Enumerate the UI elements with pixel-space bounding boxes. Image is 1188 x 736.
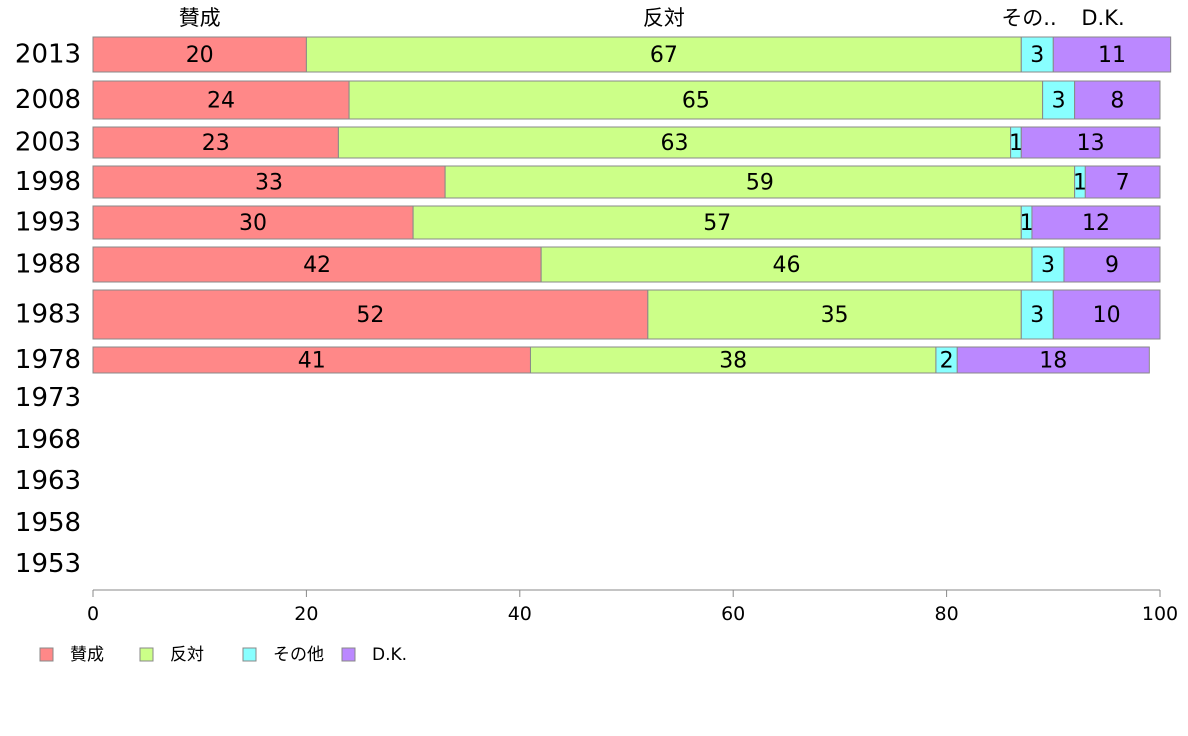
- x-tick-label: 80: [935, 603, 959, 625]
- data-label: 59: [746, 171, 774, 196]
- data-label: 3: [1041, 253, 1055, 278]
- year-label: 1988: [15, 250, 81, 280]
- bar-segment: [1063, 246, 1161, 283]
- bar-segment: [1074, 80, 1161, 120]
- x-tick-label: 20: [294, 603, 318, 625]
- year-label: 2008: [15, 85, 81, 115]
- data-label: 2: [940, 349, 954, 374]
- year-label: 1973: [15, 383, 81, 413]
- data-label: 42: [303, 253, 331, 278]
- y-axis-labels: 2013 2008 2003 1998 1993 1988 1983 1978 1973 1968…: [15, 40, 81, 580]
- data-label: 38: [719, 349, 747, 374]
- data-label: 63: [661, 131, 689, 156]
- top-series-label: D.K.: [1081, 6, 1124, 30]
- data-label: 20: [186, 43, 214, 68]
- year-label: 1963: [15, 466, 81, 496]
- data-label: 7: [1116, 171, 1130, 196]
- bar-segment: [1020, 289, 1054, 340]
- legend-label: その他: [273, 645, 324, 665]
- data-label: 12: [1082, 211, 1110, 236]
- data-label: 3: [1030, 43, 1044, 68]
- year-label: 1993: [15, 208, 81, 238]
- bar-segment: [1031, 246, 1065, 283]
- data-label: 3: [1030, 303, 1044, 328]
- bar-segment: [92, 165, 446, 199]
- bar-segment: [92, 346, 531, 374]
- bar-segment: [92, 205, 414, 240]
- year-label: 1968: [15, 425, 81, 455]
- legend-swatch: [139, 647, 154, 662]
- year-label: 1998: [15, 167, 81, 197]
- data-label: 65: [682, 89, 710, 114]
- top-series-label: その..: [1001, 6, 1056, 30]
- year-label: 1983: [15, 300, 81, 330]
- data-label: 33: [255, 171, 283, 196]
- legend-label: 反対: [170, 645, 204, 665]
- data-label: 1: [1020, 211, 1034, 236]
- data-label: 35: [821, 303, 849, 328]
- legend-swatch: [242, 647, 257, 662]
- bar-segment: [92, 36, 307, 73]
- year-label: 1978: [15, 345, 81, 375]
- bar-segment: [92, 289, 649, 340]
- top-series-label: 賛成: [179, 6, 221, 30]
- top-series-labels: 賛成 反対 その.. D.K.: [179, 6, 1125, 30]
- x-axis: 0 20 40 60 80 100: [87, 589, 1178, 625]
- data-label: 57: [703, 211, 731, 236]
- bar-segment: [92, 126, 339, 159]
- data-label: 13: [1077, 131, 1105, 156]
- bar-segment: [92, 246, 542, 283]
- data-label: 11: [1098, 43, 1126, 68]
- bar-segment: [540, 246, 1033, 283]
- data-label: 24: [207, 89, 235, 114]
- bar-segment: [337, 126, 1012, 159]
- data-label: 8: [1110, 89, 1124, 114]
- bar-segment: [1020, 126, 1161, 159]
- data-label: 41: [298, 349, 326, 374]
- data-label: 52: [356, 303, 384, 328]
- data-label: 67: [650, 43, 678, 68]
- bar-segment: [956, 346, 1150, 374]
- legend-swatch: [39, 647, 54, 662]
- bar-segment: [412, 205, 1022, 240]
- year-label: 2003: [15, 128, 81, 158]
- year-label: 2013: [15, 40, 81, 70]
- year-label: 1958: [15, 508, 81, 538]
- top-series-label: 反対: [643, 6, 685, 30]
- data-label: 46: [773, 253, 801, 278]
- x-tick-label: 40: [508, 603, 532, 625]
- data-label: 9: [1105, 253, 1119, 278]
- x-tick-label: 0: [87, 603, 99, 625]
- data-label: 3: [1052, 89, 1066, 114]
- x-tick-label: 100: [1142, 603, 1178, 625]
- legend-label: D.K.: [372, 645, 407, 665]
- data-label: 18: [1039, 349, 1067, 374]
- legend-swatch: [341, 647, 356, 662]
- data-label: 23: [202, 131, 230, 156]
- legend-label: 賛成: [70, 645, 104, 665]
- data-label: 10: [1093, 303, 1121, 328]
- bar-segment: [1042, 80, 1076, 120]
- bar-segment: [647, 289, 1022, 340]
- bar-segment: [305, 36, 1022, 73]
- bar-segment: [1084, 165, 1161, 199]
- bar-segment: [1031, 205, 1161, 240]
- bar-segment: [1052, 289, 1161, 340]
- bar-segment: [348, 80, 1044, 120]
- year-label: 1953: [15, 549, 81, 579]
- bar-segment: [1020, 36, 1054, 73]
- bar-segment: [444, 165, 1076, 199]
- bar-segment: [1052, 36, 1172, 73]
- data-label: 1: [1073, 171, 1087, 196]
- data-label: 30: [239, 211, 267, 236]
- data-label: 1: [1009, 131, 1023, 156]
- legend: 賛成 反対 その他 D.K.: [39, 645, 407, 665]
- x-tick-label: 60: [721, 603, 745, 625]
- bar-segment: [529, 346, 937, 374]
- bar-segment: [92, 80, 350, 120]
